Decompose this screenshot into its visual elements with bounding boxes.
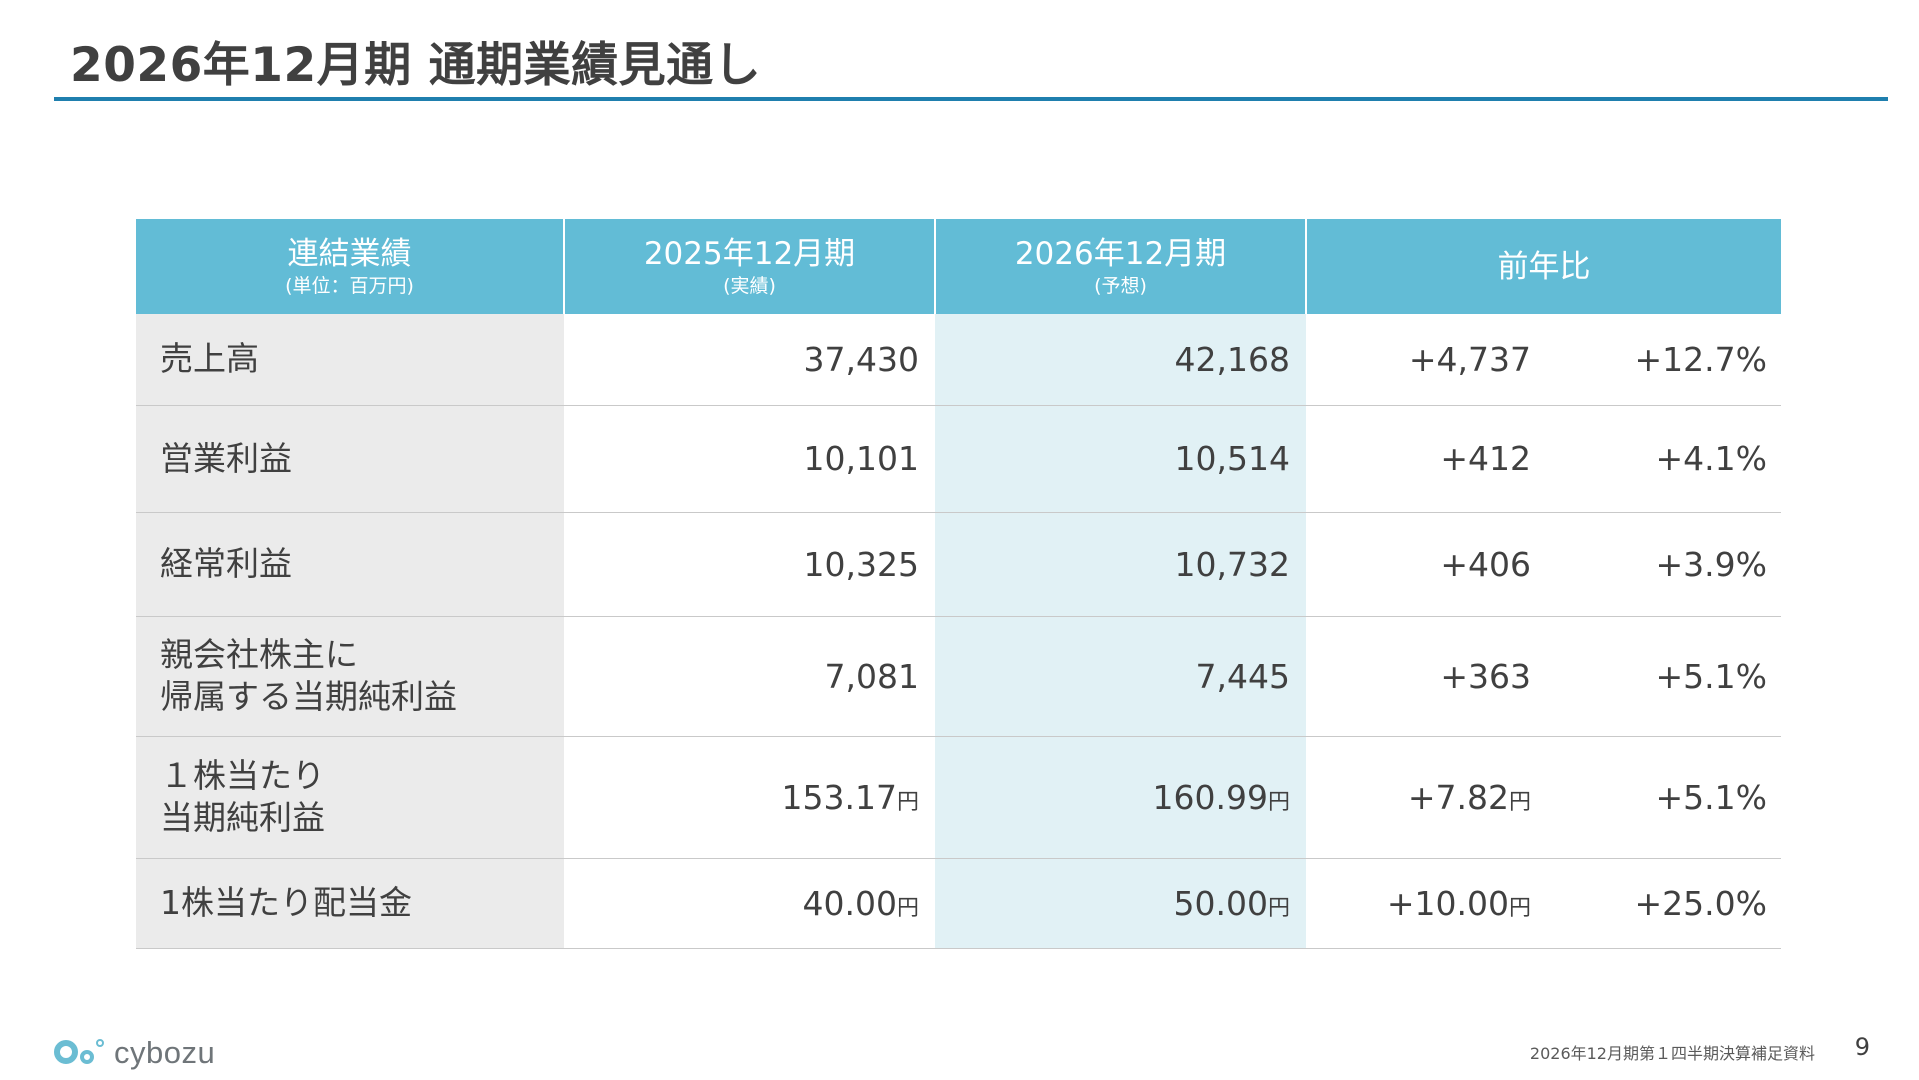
row-label-line: 親会社株主に bbox=[160, 635, 358, 674]
value: 160.99 bbox=[1152, 777, 1268, 817]
value: 37,430 bbox=[803, 339, 919, 379]
header-main: 2025年12月期 bbox=[643, 235, 856, 272]
value: 40.00 bbox=[802, 883, 897, 923]
row-label: 親会社株主に 帰属する当期純利益 bbox=[136, 616, 564, 737]
value: +25.0% bbox=[1634, 883, 1767, 923]
diff-value: +412 bbox=[1306, 405, 1541, 513]
row-label-line: 経常利益 bbox=[160, 544, 292, 583]
yen-unit: 円 bbox=[896, 789, 919, 815]
forecast-value: 10,732 bbox=[935, 512, 1306, 617]
page-number: 9 bbox=[1854, 1033, 1870, 1061]
diff-value: +7.82円 bbox=[1306, 736, 1541, 859]
header-sub: (単位：百万円) bbox=[285, 274, 414, 297]
row-label-line: 帰属する当期純利益 bbox=[160, 677, 457, 716]
value: 153.17 bbox=[781, 777, 897, 817]
diff-value: +363 bbox=[1306, 616, 1541, 737]
row-label: １株当たり 当期純利益 bbox=[136, 736, 564, 859]
actual-value: 10,325 bbox=[564, 512, 935, 617]
pct-value: +3.9% bbox=[1541, 512, 1781, 617]
value: +3.9% bbox=[1655, 544, 1768, 584]
pct-value: +5.1% bbox=[1541, 736, 1781, 859]
value: 10,514 bbox=[1174, 439, 1290, 478]
diff-value: +10.00円 bbox=[1306, 858, 1541, 949]
row-label-line: 営業利益 bbox=[160, 438, 292, 478]
table-row: 売上高 37,430 42,168 +4,737 +12.7% bbox=[136, 314, 1781, 406]
document-name: 2026年12月期第１四半期決算補足資料 bbox=[1529, 1044, 1815, 1063]
yen-unit: 円 bbox=[1508, 789, 1531, 815]
header-main: 2026年12月期 bbox=[1014, 235, 1227, 272]
page-title: 2026年12月期 通期業績見通し bbox=[70, 38, 762, 93]
yen-unit: 円 bbox=[896, 895, 919, 921]
actual-value: 37,430 bbox=[564, 314, 935, 406]
forecast-value: 160.99円 bbox=[935, 736, 1306, 859]
header-fy2026: 2026年12月期 (予想) bbox=[934, 219, 1306, 314]
header-fy2025: 2025年12月期 (実績) bbox=[563, 219, 935, 314]
pct-value: +4.1% bbox=[1541, 405, 1781, 513]
diff-value: +406 bbox=[1306, 512, 1541, 617]
table-row: 1株当たり配当金 40.00円 50.00円 +10.00円 +25.0% bbox=[136, 858, 1781, 949]
row-label: 売上高 bbox=[136, 314, 564, 406]
title-divider bbox=[54, 97, 1888, 101]
header-yoy: 前年比 bbox=[1305, 219, 1781, 314]
value: 7,445 bbox=[1195, 656, 1290, 696]
forecast-value: 42,168 bbox=[935, 314, 1306, 406]
forecast-value: 50.00円 bbox=[935, 858, 1306, 949]
diff-value: +4,737 bbox=[1306, 314, 1541, 406]
forecast-value: 10,514 bbox=[935, 405, 1306, 513]
value: 42,168 bbox=[1174, 339, 1290, 379]
value: 50.00 bbox=[1173, 883, 1268, 923]
yen-unit: 円 bbox=[1508, 895, 1531, 921]
header-consolidated: 連結業績 (単位：百万円) bbox=[136, 219, 564, 314]
table-row: １株当たり 当期純利益 153.17円 160.99円 +7.82円 +5.1% bbox=[136, 736, 1781, 859]
row-label-line: １株当たり bbox=[160, 756, 325, 795]
actual-value: 153.17円 bbox=[564, 736, 935, 859]
pct-value: +12.7% bbox=[1541, 314, 1781, 406]
value: +4.1% bbox=[1655, 439, 1768, 478]
yen-unit: 円 bbox=[1267, 789, 1290, 815]
actual-value: 10,101 bbox=[564, 405, 935, 513]
cybozu-logo: cybozu bbox=[54, 1033, 215, 1073]
pct-value: +25.0% bbox=[1541, 858, 1781, 949]
forecast-value: 7,445 bbox=[935, 616, 1306, 737]
actual-value: 7,081 bbox=[564, 616, 935, 737]
row-label-line: 1株当たり配当金 bbox=[160, 883, 412, 922]
value: +10.00 bbox=[1386, 883, 1509, 923]
cybozu-mark-icon bbox=[54, 1033, 110, 1073]
earnings-forecast-table: 連結業績 (単位：百万円) 2025年12月期 (実績) 2026年12月期 (… bbox=[136, 219, 1781, 949]
row-label-line: 売上高 bbox=[160, 339, 259, 379]
value: +406 bbox=[1440, 544, 1531, 584]
yen-unit: 円 bbox=[1267, 895, 1290, 921]
header-main: 前年比 bbox=[1497, 248, 1591, 285]
table-header-row: 連結業績 (単位：百万円) 2025年12月期 (実績) 2026年12月期 (… bbox=[136, 219, 1781, 314]
row-label: 営業利益 bbox=[136, 405, 564, 513]
actual-value: 40.00円 bbox=[564, 858, 935, 949]
value: +12.7% bbox=[1634, 339, 1767, 379]
logo-text: cybozu bbox=[114, 1035, 216, 1070]
value: +4,737 bbox=[1408, 339, 1531, 379]
pct-value: +5.1% bbox=[1541, 616, 1781, 737]
value: +7.82 bbox=[1407, 777, 1509, 817]
value: +5.1% bbox=[1655, 656, 1768, 696]
value: 10,732 bbox=[1174, 544, 1290, 584]
value: 7,081 bbox=[824, 656, 919, 696]
table-row: 親会社株主に 帰属する当期純利益 7,081 7,445 +363 +5.1% bbox=[136, 616, 1781, 737]
table-row: 経常利益 10,325 10,732 +406 +3.9% bbox=[136, 512, 1781, 617]
value: 10,325 bbox=[803, 544, 919, 584]
value: 10,101 bbox=[803, 439, 919, 478]
header-sub: (予想) bbox=[1094, 274, 1147, 297]
row-label: 経常利益 bbox=[136, 512, 564, 617]
header-sub: (実績) bbox=[723, 274, 776, 297]
value: +412 bbox=[1440, 439, 1531, 478]
value: +363 bbox=[1440, 656, 1531, 696]
header-main: 連結業績 bbox=[287, 235, 412, 272]
table-row: 営業利益 10,101 10,514 +412 +4.1% bbox=[136, 405, 1781, 513]
row-label-line: 当期純利益 bbox=[160, 798, 325, 837]
value: +5.1% bbox=[1655, 777, 1768, 817]
row-label: 1株当たり配当金 bbox=[136, 858, 564, 949]
